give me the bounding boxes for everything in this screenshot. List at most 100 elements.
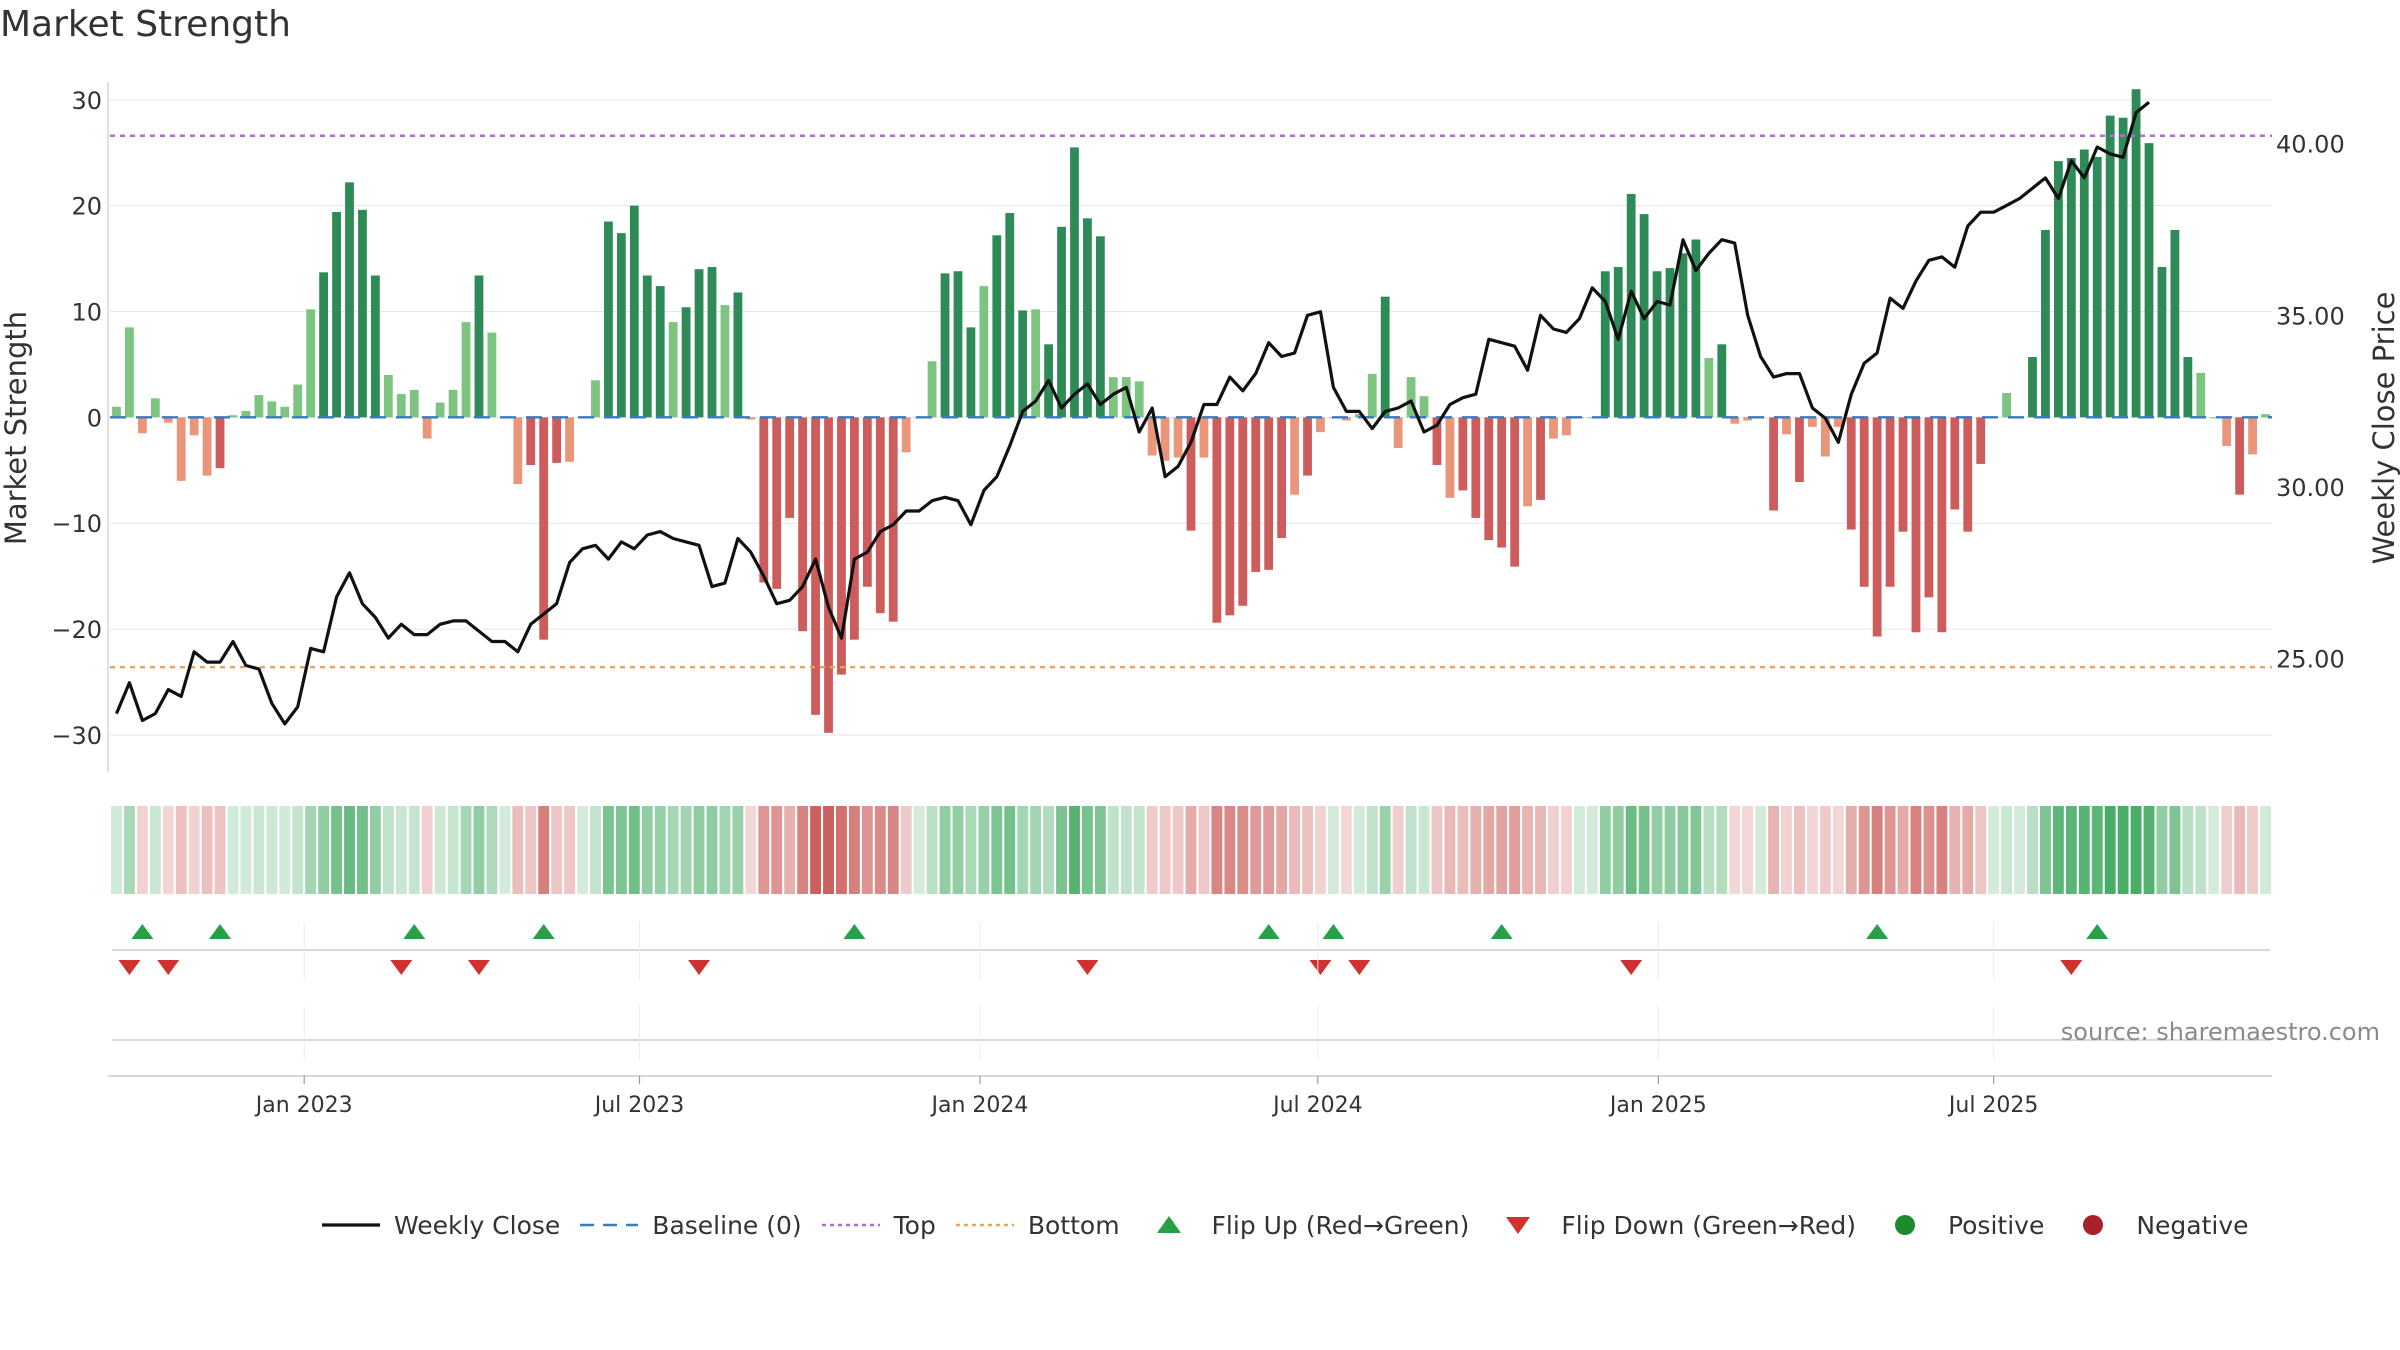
strength-heat-cell <box>2040 806 2051 894</box>
strength-bar <box>1717 344 1727 418</box>
strength-heat-cell <box>1690 806 1702 894</box>
strength-bar <box>966 327 976 418</box>
y-left-tick-label: −10 <box>51 510 102 538</box>
strength-bar <box>979 286 989 418</box>
strength-heat-cell <box>266 806 278 894</box>
flip-up-marker <box>1866 924 1889 939</box>
strength-bar <box>1238 417 1248 606</box>
strength-heat-cell <box>408 806 420 894</box>
strength-bar <box>1095 236 1105 418</box>
strength-heat-cell <box>926 806 938 894</box>
strength-bar <box>694 269 704 418</box>
flip-up-marker <box>2086 924 2109 939</box>
strength-bar <box>1005 213 1015 418</box>
strength-bar <box>591 380 600 418</box>
strength-bar <box>1885 417 1895 587</box>
strength-heat-cell <box>1664 806 1676 894</box>
strength-heat-cell <box>292 806 304 894</box>
strength-heat-cell <box>2065 806 2077 894</box>
strength-heat-cell <box>965 806 977 894</box>
legend-item: Baseline (0) <box>578 1211 802 1240</box>
flip-up-marker <box>843 924 866 939</box>
strength-bar <box>1212 417 1222 623</box>
strength-heat-cell <box>2130 806 2142 894</box>
x-tick-label: Jul 2025 <box>1947 1093 2039 1118</box>
strength-bar <box>2118 117 2128 418</box>
legend-symbol-icon <box>322 1223 380 1227</box>
strength-bar <box>1458 417 1468 491</box>
strength-heat-cell <box>2221 806 2233 894</box>
strength-heat-cell <box>1353 806 1365 894</box>
strength-bar <box>2222 417 2232 446</box>
strength-heat-cell <box>1755 806 1767 894</box>
strength-bar <box>1833 417 1843 427</box>
strength-heat-cell <box>1975 806 1987 894</box>
strength-heat-cell <box>538 806 550 894</box>
strength-heat-cell <box>2156 806 2168 894</box>
strength-heat-cell <box>486 806 498 894</box>
strength-bar <box>681 307 691 418</box>
strength-heat-cell <box>654 806 666 894</box>
strength-heat-cell <box>344 806 355 894</box>
strength-bar <box>332 211 341 418</box>
strength-bar <box>642 275 652 418</box>
legend: Weekly Close Baseline (0) Top Bottom Flip Up… <box>320 1208 2267 1242</box>
strength-heat-cell <box>1535 806 1546 894</box>
strength-bar <box>176 417 186 481</box>
strength-heat-cell <box>693 806 705 894</box>
strength-heat-cell <box>551 806 563 894</box>
strength-heat-cell <box>1638 806 1650 894</box>
strength-heat-cell <box>499 806 511 894</box>
source-attribution: source: sharemaestro.com <box>2061 1018 2380 1046</box>
flip-up-marker <box>209 924 232 939</box>
y-left-tick-label: 30 <box>71 87 102 115</box>
strength-heat-cell <box>771 806 783 894</box>
strength-bar <box>1691 239 1701 418</box>
strength-bar <box>953 271 963 418</box>
strength-heat-cell <box>1729 806 1741 894</box>
strength-heat-cell <box>1159 806 1171 894</box>
strength-bar <box>422 417 432 439</box>
strength-bar <box>526 417 536 465</box>
y-left-tick-label: 20 <box>71 193 102 221</box>
strength-heat-cell <box>1936 806 1948 894</box>
strength-heat-cell <box>175 806 187 894</box>
legend-label: Negative <box>2136 1210 2249 1240</box>
strength-heat-cell <box>214 806 226 894</box>
strength-bar <box>2105 115 2115 418</box>
flip-up-marker <box>1257 924 1280 939</box>
strength-bar <box>849 417 859 640</box>
strength-bar <box>785 417 795 518</box>
y-right-tick-label: 35.00 <box>2276 302 2345 330</box>
strength-bar <box>992 235 1002 418</box>
strength-bar <box>1070 147 1079 418</box>
strength-heat-cell <box>512 806 524 894</box>
strength-bar <box>2131 89 2141 418</box>
strength-heat-cell <box>719 806 731 894</box>
strength-heat-cell <box>369 806 381 894</box>
strength-heat-cell <box>2234 806 2246 894</box>
strength-heat-cell <box>2078 806 2090 894</box>
strength-bar <box>1406 377 1416 418</box>
legend-label: Positive <box>1947 1210 2045 1240</box>
strength-bar <box>319 272 329 418</box>
strength-heat-cell <box>758 806 770 894</box>
strength-bar <box>1613 267 1623 418</box>
strength-heat-cell <box>1845 806 1857 894</box>
strength-heat-cell <box>1677 806 1689 894</box>
strength-heat-cell <box>1289 806 1301 894</box>
strength-heat-cell <box>1392 806 1404 894</box>
strength-bar <box>435 402 445 418</box>
strength-bar <box>1859 417 1869 587</box>
strength-bar <box>629 205 639 418</box>
strength-heat-cell <box>2182 806 2194 894</box>
strength-heat-cell <box>136 806 148 894</box>
strength-heat-cell <box>1315 806 1326 894</box>
flip-up-marker <box>1322 924 1345 939</box>
strength-heat-cell <box>848 806 860 894</box>
legend-item: Bottom <box>954 1211 1120 1240</box>
strength-heat-cell <box>913 806 925 894</box>
strength-bar <box>2170 229 2180 418</box>
strength-bar <box>862 417 872 587</box>
strength-bar <box>1277 417 1287 539</box>
